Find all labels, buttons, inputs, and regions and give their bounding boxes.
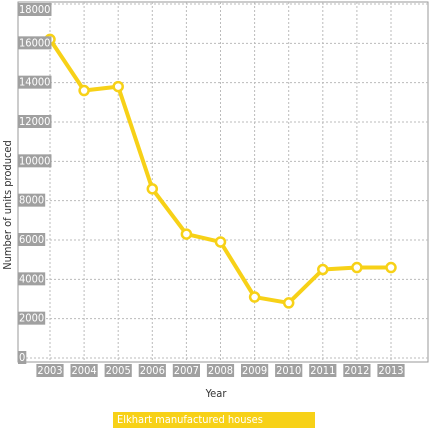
x-tick-label: 2003 bbox=[37, 364, 62, 377]
legend-swatch bbox=[113, 412, 315, 428]
y-tick-label: 8000 bbox=[19, 194, 44, 207]
plot-area bbox=[17, 1, 429, 363]
grid bbox=[18, 2, 428, 362]
x-axis-title: Year bbox=[205, 387, 228, 400]
legend-label: Elkhart manufactured houses bbox=[117, 413, 263, 426]
x-tick-label-bg bbox=[206, 364, 235, 377]
y-tick-label: 2000 bbox=[19, 312, 44, 325]
y-tick-label-bg bbox=[18, 115, 52, 128]
x-tick-label: 2010 bbox=[276, 364, 301, 377]
x-tick-label: 2007 bbox=[174, 364, 199, 377]
point bbox=[214, 236, 227, 248]
x-tick-label-bg bbox=[377, 364, 405, 377]
point bbox=[146, 183, 159, 195]
y-tick-label-bg bbox=[18, 351, 27, 364]
y-tick-label: 18000 bbox=[19, 3, 50, 16]
marks bbox=[44, 33, 397, 309]
y-tick-label: 10000 bbox=[19, 154, 50, 167]
x-tick-label: 2004 bbox=[72, 364, 97, 377]
y-tick-label: 4000 bbox=[19, 272, 44, 285]
y-axis-title: Number of units produced bbox=[1, 140, 14, 270]
x-tick-label: 2013 bbox=[378, 364, 403, 377]
point bbox=[317, 263, 329, 276]
y-tick-label-bg bbox=[18, 36, 52, 50]
point bbox=[248, 291, 261, 303]
x-tick-label-bg bbox=[309, 364, 337, 377]
y-tick-label-bg bbox=[18, 75, 52, 89]
y-tick-label: 12000 bbox=[19, 115, 50, 128]
y-tick-label: 16000 bbox=[19, 36, 50, 49]
point bbox=[180, 228, 193, 240]
point bbox=[282, 297, 295, 309]
x-tick-label: 2009 bbox=[242, 364, 267, 377]
y-tick-label: 0 bbox=[19, 351, 25, 364]
y-tick-label-bg bbox=[18, 311, 46, 325]
y-tick-label: 14000 bbox=[19, 76, 50, 89]
x-tick-label-bg bbox=[343, 364, 371, 377]
x-tick-label: 2005 bbox=[106, 364, 131, 377]
x-tick-label-bg bbox=[172, 364, 200, 377]
x-tick-label-bg bbox=[138, 364, 166, 377]
x-tick-label: 2006 bbox=[140, 364, 165, 377]
labels: 0 2000 4000 6000 8000 10000 12000 14000 16000 180… bbox=[18, 3, 405, 377]
x-tick-label-bg bbox=[241, 364, 269, 377]
x-tick-label: 2012 bbox=[344, 364, 369, 377]
point bbox=[78, 84, 90, 97]
x-tick-label-bg bbox=[275, 364, 303, 377]
x-tick-label-bg bbox=[36, 364, 64, 377]
x-tick-label-bg bbox=[104, 364, 132, 377]
y-tick-label-bg bbox=[18, 154, 52, 168]
x-tick-label-bg bbox=[70, 364, 98, 377]
point bbox=[351, 261, 363, 274]
point bbox=[112, 80, 124, 93]
y-tick-label-bg bbox=[18, 193, 46, 207]
y-tick-label-bg bbox=[18, 3, 52, 16]
y-tick-label: 6000 bbox=[19, 233, 44, 246]
x-tick-label: 2011 bbox=[310, 364, 335, 377]
x-tick-label: 2008 bbox=[208, 364, 233, 377]
point bbox=[385, 261, 397, 274]
y-tick-label-bg bbox=[18, 272, 46, 286]
y-tick-label-bg bbox=[18, 233, 46, 246]
